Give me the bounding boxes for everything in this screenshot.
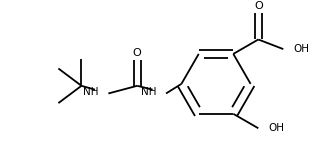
Text: OH: OH [293,44,309,54]
Text: NH: NH [83,87,99,96]
Text: OH: OH [268,123,284,133]
Text: O: O [254,1,263,11]
Text: O: O [133,48,142,58]
Text: NH: NH [141,87,156,96]
